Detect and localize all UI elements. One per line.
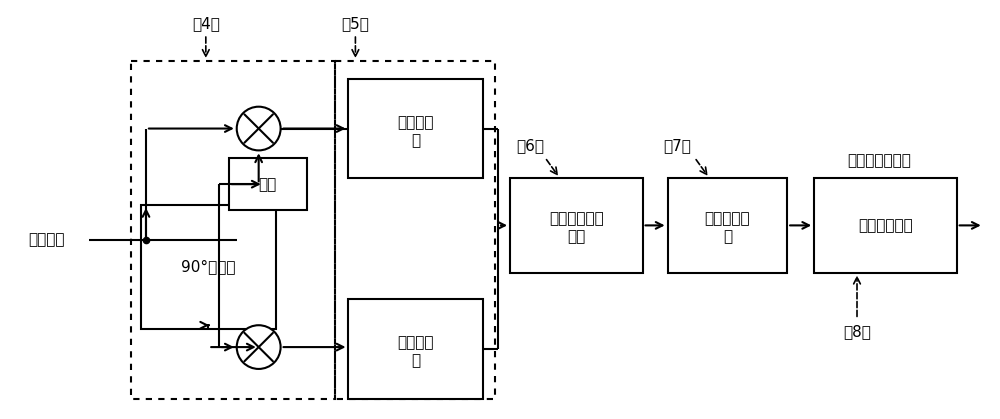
Text: 信息变换模块: 信息变换模块: [858, 218, 913, 233]
Text: 块: 块: [723, 229, 732, 244]
Circle shape: [237, 107, 281, 150]
Text: （4）: （4）: [192, 16, 220, 31]
Text: 本振: 本振: [259, 177, 277, 191]
Text: 符号解调模: 符号解调模: [705, 211, 750, 226]
Text: （7）: （7）: [664, 138, 691, 153]
Bar: [814, 178, 957, 273]
Text: 基带信号同步: 基带信号同步: [549, 211, 604, 226]
Text: （8）: （8）: [843, 324, 871, 339]
Text: 二进制信息输出: 二进制信息输出: [847, 153, 911, 168]
Bar: [348, 79, 483, 178]
Bar: [348, 300, 483, 399]
Text: 低通滤波: 低通滤波: [397, 115, 434, 130]
Bar: [141, 205, 276, 329]
Text: 90°相移器: 90°相移器: [181, 260, 236, 274]
Bar: [668, 178, 787, 273]
Text: 模块: 模块: [567, 229, 585, 244]
Text: （6）: （6）: [516, 138, 544, 153]
Text: 器: 器: [411, 133, 420, 148]
Text: 器: 器: [411, 354, 420, 368]
Text: （5）: （5）: [341, 16, 369, 31]
Text: 信号输入: 信号输入: [28, 232, 65, 247]
Text: 低通滤波: 低通滤波: [397, 336, 434, 351]
Bar: [510, 178, 643, 273]
Bar: [335, 61, 495, 399]
Circle shape: [237, 325, 281, 369]
Bar: [131, 61, 335, 399]
Bar: [229, 158, 307, 210]
